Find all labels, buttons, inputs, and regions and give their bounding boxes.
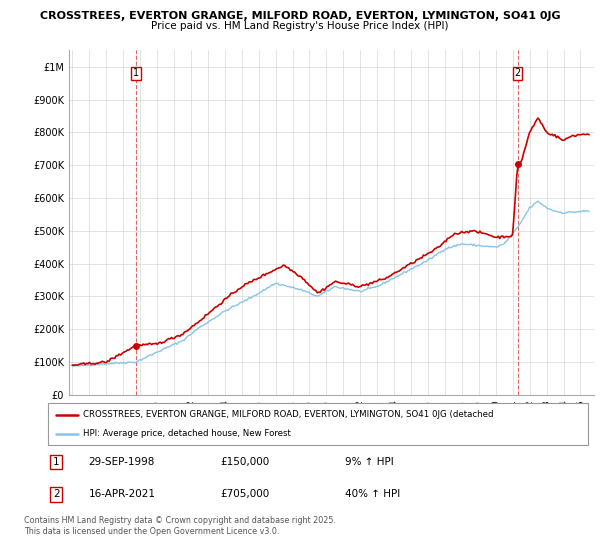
Text: 2: 2 [514, 68, 521, 78]
Text: CROSSTREES, EVERTON GRANGE, MILFORD ROAD, EVERTON, LYMINGTON, SO41 0JG (detached: CROSSTREES, EVERTON GRANGE, MILFORD ROAD… [83, 410, 494, 419]
Text: £150,000: £150,000 [221, 457, 270, 467]
Text: 40% ↑ HPI: 40% ↑ HPI [345, 489, 400, 500]
FancyBboxPatch shape [48, 403, 588, 445]
Text: HPI: Average price, detached house, New Forest: HPI: Average price, detached house, New … [83, 430, 291, 438]
Text: CROSSTREES, EVERTON GRANGE, MILFORD ROAD, EVERTON, LYMINGTON, SO41 0JG: CROSSTREES, EVERTON GRANGE, MILFORD ROAD… [40, 11, 560, 21]
Text: 9% ↑ HPI: 9% ↑ HPI [345, 457, 394, 467]
Text: 2: 2 [53, 489, 59, 500]
Text: 1: 1 [133, 68, 139, 78]
Text: Price paid vs. HM Land Registry's House Price Index (HPI): Price paid vs. HM Land Registry's House … [151, 21, 449, 31]
Text: 29-SEP-1998: 29-SEP-1998 [89, 457, 155, 467]
Text: £705,000: £705,000 [221, 489, 270, 500]
Text: 16-APR-2021: 16-APR-2021 [89, 489, 155, 500]
Text: 1: 1 [53, 457, 59, 467]
Text: Contains HM Land Registry data © Crown copyright and database right 2025.
This d: Contains HM Land Registry data © Crown c… [24, 516, 336, 536]
